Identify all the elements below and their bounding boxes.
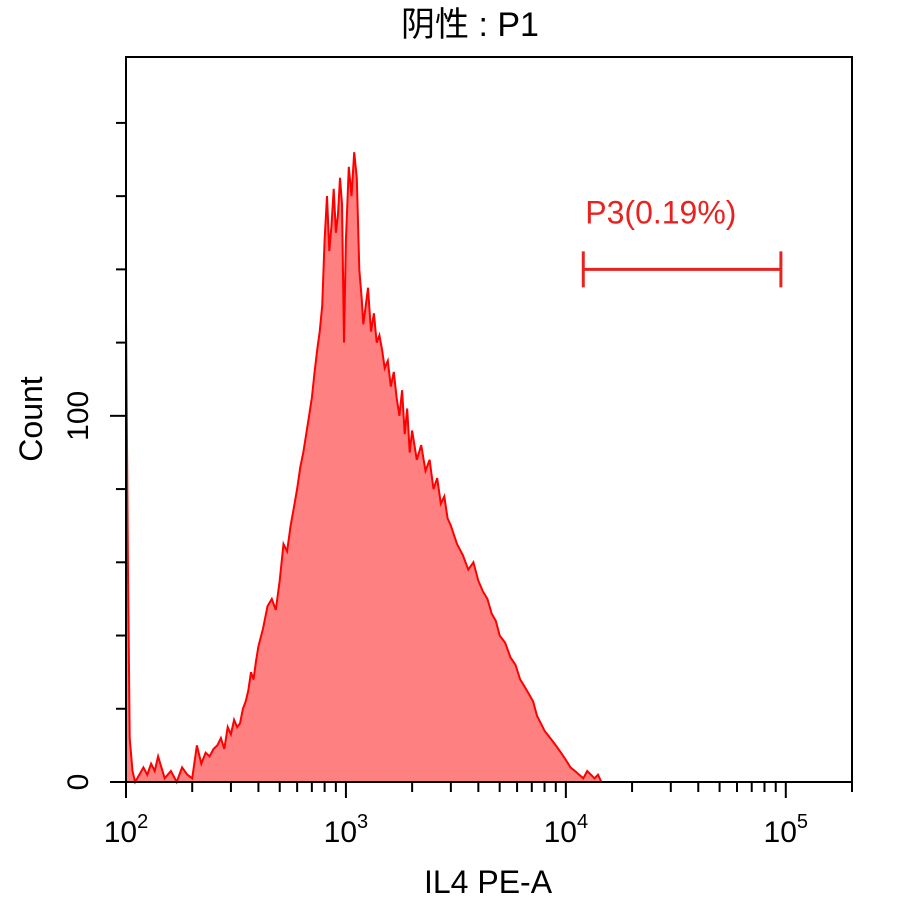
gate-p3[interactable]: P3(0.19%)	[581, 194, 783, 288]
y-axis-label: Count	[13, 376, 49, 462]
y-tick-label: 100	[62, 391, 95, 441]
x-tick-label: 103	[324, 811, 369, 849]
x-tick-label: 102	[104, 811, 149, 849]
x-axis-label: IL4 PE-A	[424, 864, 553, 900]
chart-title: 阴性 : P1	[401, 6, 539, 44]
x-axis: 102 103 104 105	[104, 782, 853, 849]
histogram-outline	[125, 152, 603, 785]
gate-label: P3(0.19%)	[585, 194, 736, 230]
y-tick-label: 0	[62, 774, 95, 791]
y-axis: 0 100	[62, 121, 126, 791]
x-tick-label: 105	[764, 811, 809, 849]
plot-frame	[125, 56, 853, 783]
x-tick-label: 104	[544, 811, 589, 849]
histogram-area	[126, 152, 602, 782]
